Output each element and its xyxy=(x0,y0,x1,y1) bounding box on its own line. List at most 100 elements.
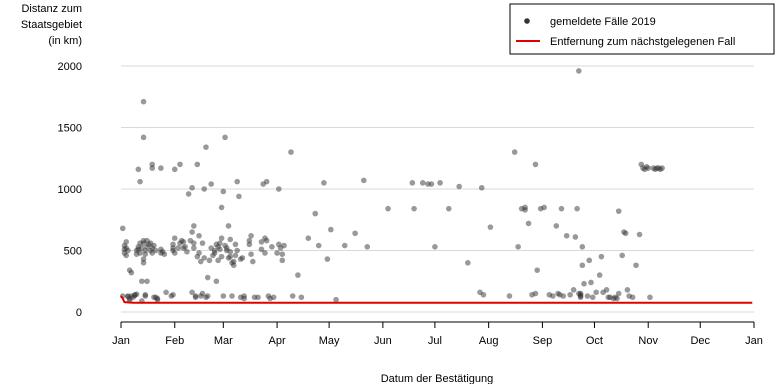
case-point xyxy=(232,241,239,248)
case-point xyxy=(281,242,287,249)
case-point xyxy=(511,149,518,155)
case-point xyxy=(645,165,652,171)
case-point xyxy=(152,247,159,254)
case-point xyxy=(596,272,603,278)
case-point xyxy=(140,260,147,266)
case-point xyxy=(579,244,586,250)
case-point xyxy=(220,188,227,195)
case-point xyxy=(170,291,176,298)
case-point xyxy=(217,240,223,246)
case-point xyxy=(213,278,220,285)
case-point xyxy=(541,204,547,211)
case-point xyxy=(144,278,150,285)
case-point xyxy=(119,225,126,232)
case-point xyxy=(550,293,556,299)
case-point xyxy=(199,290,206,297)
case-point xyxy=(227,248,234,255)
x-tick-label: Aug xyxy=(479,335,499,347)
case-point xyxy=(197,258,204,265)
x-tick-label: Jul xyxy=(428,335,442,347)
case-point xyxy=(305,235,312,241)
x-tick-label: Jan xyxy=(745,335,763,347)
case-point xyxy=(409,180,416,186)
case-point xyxy=(324,256,331,262)
case-point xyxy=(279,251,286,257)
case-point xyxy=(584,293,591,299)
case-point xyxy=(201,186,208,192)
legend-label: gemeldete Fälle 2019 xyxy=(550,16,656,28)
case-point xyxy=(151,242,157,249)
case-point xyxy=(288,149,294,155)
case-point xyxy=(225,223,232,229)
case-point xyxy=(234,178,240,185)
case-point xyxy=(201,255,208,261)
case-point xyxy=(189,289,195,296)
legend-point-icon xyxy=(524,18,530,24)
case-point xyxy=(269,244,275,250)
case-point xyxy=(227,253,234,260)
case-point xyxy=(588,279,594,286)
y-axis-label-line: (in km) xyxy=(48,35,82,47)
case-point xyxy=(279,257,286,264)
case-point xyxy=(189,229,195,235)
case-point xyxy=(419,180,426,186)
case-point xyxy=(250,258,256,265)
case-point xyxy=(133,291,140,297)
case-point xyxy=(385,205,391,212)
case-point xyxy=(217,246,223,253)
case-point xyxy=(255,294,261,301)
case-point xyxy=(191,223,197,229)
case-point xyxy=(506,293,513,299)
case-point xyxy=(437,180,443,186)
case-point xyxy=(263,178,270,185)
case-point xyxy=(574,205,580,212)
case-point xyxy=(208,181,214,187)
case-point xyxy=(572,234,579,240)
case-point xyxy=(196,250,202,256)
case-point xyxy=(360,177,367,184)
legend-box xyxy=(509,3,775,55)
case-point xyxy=(211,247,218,254)
case-point xyxy=(315,242,322,249)
case-point xyxy=(622,230,629,237)
x-tick-label: Jan xyxy=(112,335,130,347)
case-point xyxy=(239,255,246,261)
case-point xyxy=(234,247,240,254)
case-point xyxy=(206,257,213,264)
case-point xyxy=(328,226,334,233)
case-point xyxy=(142,293,149,299)
case-point xyxy=(586,257,593,264)
case-point xyxy=(262,250,268,256)
case-point xyxy=(140,98,147,105)
case-point xyxy=(263,237,270,244)
case-point xyxy=(341,242,348,249)
case-point xyxy=(236,193,242,200)
case-point xyxy=(480,291,487,298)
case-point xyxy=(241,295,247,302)
case-point xyxy=(230,258,237,265)
case-point xyxy=(636,231,643,238)
case-point xyxy=(615,208,622,214)
case-point xyxy=(182,244,188,250)
case-point xyxy=(203,144,209,150)
distance-line xyxy=(120,295,753,304)
case-point xyxy=(139,278,145,285)
y-tick-label: 1000 xyxy=(58,184,82,196)
case-point xyxy=(123,252,130,259)
case-point xyxy=(140,134,147,141)
case-point xyxy=(171,235,178,241)
case-point xyxy=(246,241,253,248)
case-point xyxy=(312,210,319,217)
case-point xyxy=(576,68,582,74)
case-point xyxy=(432,244,438,250)
case-point xyxy=(123,239,130,245)
y-tick-label: 2000 xyxy=(58,61,82,73)
case-point xyxy=(274,250,280,256)
case-point xyxy=(192,294,199,301)
case-point xyxy=(218,235,225,241)
case-point xyxy=(204,274,211,281)
case-point xyxy=(161,251,168,257)
x-tick-label: Apr xyxy=(269,335,286,347)
x-tick-label: Dec xyxy=(690,335,710,347)
